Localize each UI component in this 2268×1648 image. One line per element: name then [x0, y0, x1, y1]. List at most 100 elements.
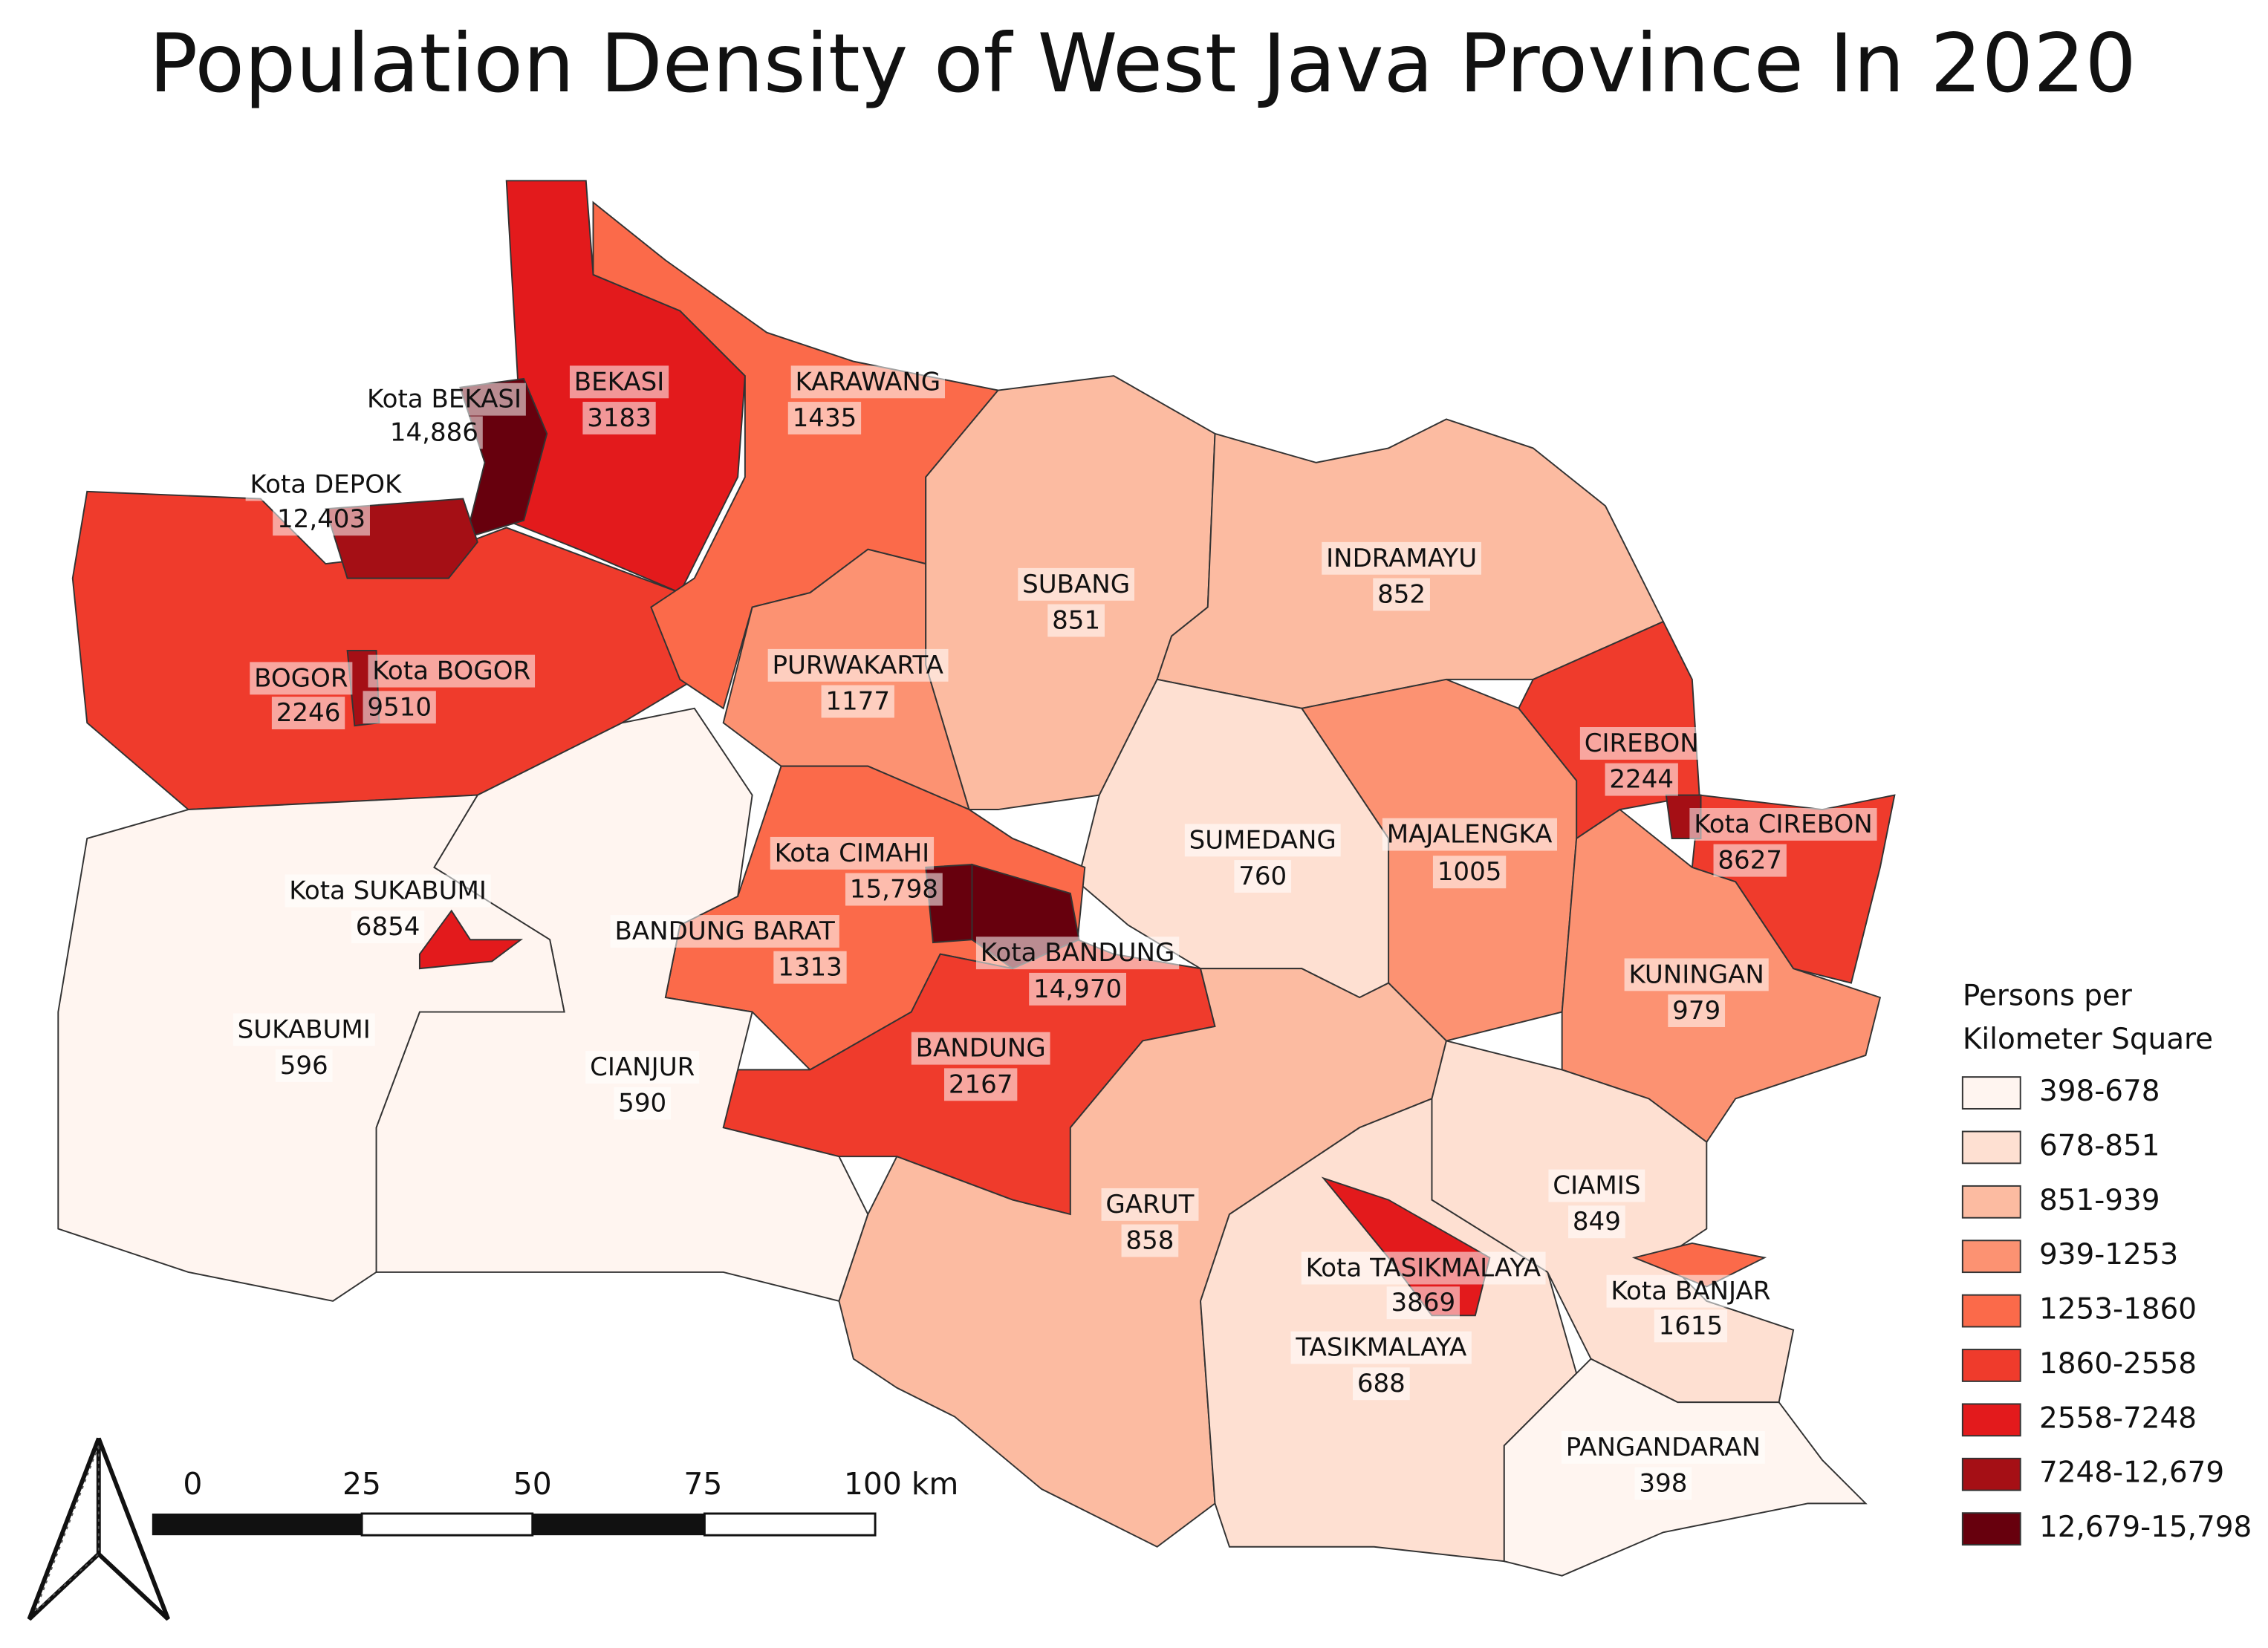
region-density: 2167 — [949, 1069, 1013, 1099]
label-box — [1668, 994, 1726, 1027]
label-boxes — [285, 874, 491, 944]
label-boxes — [245, 468, 407, 536]
region-label: Kota SUKABUMI 6854 — [285, 874, 491, 944]
label-box — [273, 503, 370, 536]
legend-label: 7248-12,679 — [2039, 1456, 2224, 1490]
label-box — [1018, 567, 1135, 601]
region-label: Kota CIREBON 8627 — [1689, 808, 1877, 877]
region-label: SUMEDANG 760 — [1184, 824, 1341, 893]
label-box — [1624, 958, 1769, 991]
label-boxes — [767, 648, 949, 718]
label-boxes — [363, 654, 536, 724]
scale-label: 100 km — [844, 1466, 958, 1502]
region-name: PURWAKARTA — [772, 651, 943, 680]
region-name: KARAWANG — [796, 367, 941, 397]
region-density: 12,403 — [277, 504, 365, 534]
region-name: BANDUNG BARAT — [614, 916, 834, 946]
region-name: MAJALENGKA — [1387, 820, 1553, 850]
label-box — [944, 1068, 1018, 1101]
region-name: CIREBON — [1585, 729, 1699, 758]
label-boxes — [363, 382, 526, 449]
legend-label: 939-1253 — [2039, 1238, 2178, 1271]
legend: Persons per Kilometer Square 398-678 678-85… — [1961, 980, 2252, 1546]
label-box — [1386, 1286, 1460, 1320]
region-density: 2246 — [276, 698, 341, 728]
label-boxes — [610, 915, 847, 984]
region-label: MAJALENGKA 1005 — [1382, 818, 1558, 889]
region-name: CIAMIS — [1553, 1171, 1640, 1201]
region-density: 398 — [1639, 1469, 1687, 1499]
region-label: PURWAKARTA 1177 — [767, 648, 949, 718]
region-name: SUBANG — [1022, 570, 1130, 599]
legend-title: Kilometer Square — [1963, 1023, 2213, 1056]
region-label: KUNINGAN 979 — [1624, 958, 1769, 1027]
region-name: Kota CIREBON — [1694, 810, 1873, 839]
region-name: Kota SUKABUMI — [289, 876, 487, 905]
label-box — [1561, 1430, 1765, 1464]
label-box — [1121, 1224, 1179, 1257]
label-boxes — [250, 662, 353, 730]
scale-label: 0 — [183, 1466, 202, 1502]
region-name: BANDUNG — [916, 1034, 1046, 1064]
region-label: Kota BOGOR 9510 — [363, 654, 536, 724]
label-box — [245, 468, 407, 501]
legend-label: 678-851 — [2039, 1129, 2160, 1162]
region-density: 1005 — [1437, 857, 1502, 887]
legend-swatch — [1961, 1512, 2021, 1546]
label-box — [1290, 1331, 1472, 1364]
regions — [57, 180, 1896, 1577]
region-density: 590 — [618, 1089, 666, 1118]
region-name: CIANJUR — [590, 1052, 695, 1082]
region-label: CIREBON 2244 — [1579, 726, 1703, 796]
region-density: 2244 — [1609, 765, 1674, 795]
label-boxes — [1606, 1274, 1775, 1343]
label-box — [582, 402, 656, 434]
label-box — [285, 874, 491, 908]
label-boxes — [1322, 541, 1481, 611]
region-name: Kota BEKASI — [367, 385, 521, 414]
label-box — [233, 1013, 375, 1046]
label-box — [1605, 763, 1678, 796]
label-box — [1689, 808, 1877, 841]
region-density: 1177 — [825, 686, 890, 716]
region-density: 979 — [1672, 996, 1721, 1026]
legend-swatch — [1961, 1294, 2021, 1328]
label-boxes — [1184, 824, 1341, 893]
label-boxes — [787, 365, 946, 434]
region-label: Kota BEKASI 14,886 — [363, 382, 526, 449]
region-density: 851 — [1052, 605, 1100, 635]
label-box — [911, 1032, 1050, 1065]
label-box — [368, 654, 536, 688]
region-name: Kota DEPOK — [250, 470, 403, 500]
region-name: Kota TASIKMALAYA — [1306, 1254, 1541, 1283]
region-density: 858 — [1125, 1226, 1174, 1256]
region-label: PANGANDARAN 398 — [1561, 1430, 1765, 1500]
region-name: Kota BOGOR — [372, 657, 530, 686]
label-box — [845, 873, 943, 906]
label-boxes — [1548, 1169, 1645, 1239]
label-box — [1373, 578, 1430, 611]
label-boxes — [1290, 1331, 1472, 1401]
region-label: SUBANG 851 — [1018, 567, 1135, 637]
label-boxes — [1301, 1251, 1546, 1320]
region-name: BEKASI — [574, 367, 665, 397]
label-box — [569, 365, 669, 399]
scale-label: 75 — [683, 1466, 722, 1502]
region-name: TASIKMALAYA — [1295, 1333, 1467, 1363]
label-box — [1047, 604, 1105, 637]
region-name: KUNINGAN — [1628, 960, 1764, 989]
region-density: 14,970 — [1033, 974, 1122, 1004]
label-box — [1322, 541, 1481, 575]
label-box — [1634, 1467, 1692, 1500]
region-density: 1615 — [1659, 1311, 1723, 1341]
legend-swatch — [1961, 1076, 2021, 1110]
region-label: CIANJUR 590 — [585, 1051, 700, 1120]
label-box — [790, 365, 946, 399]
label-boxes — [1624, 958, 1769, 1027]
region-density: 852 — [1377, 579, 1426, 609]
label-box — [271, 697, 345, 730]
region-density: 8627 — [1718, 846, 1782, 876]
region-label: CIAMIS 849 — [1548, 1169, 1645, 1239]
region-label: SUKABUMI 596 — [233, 1013, 375, 1082]
